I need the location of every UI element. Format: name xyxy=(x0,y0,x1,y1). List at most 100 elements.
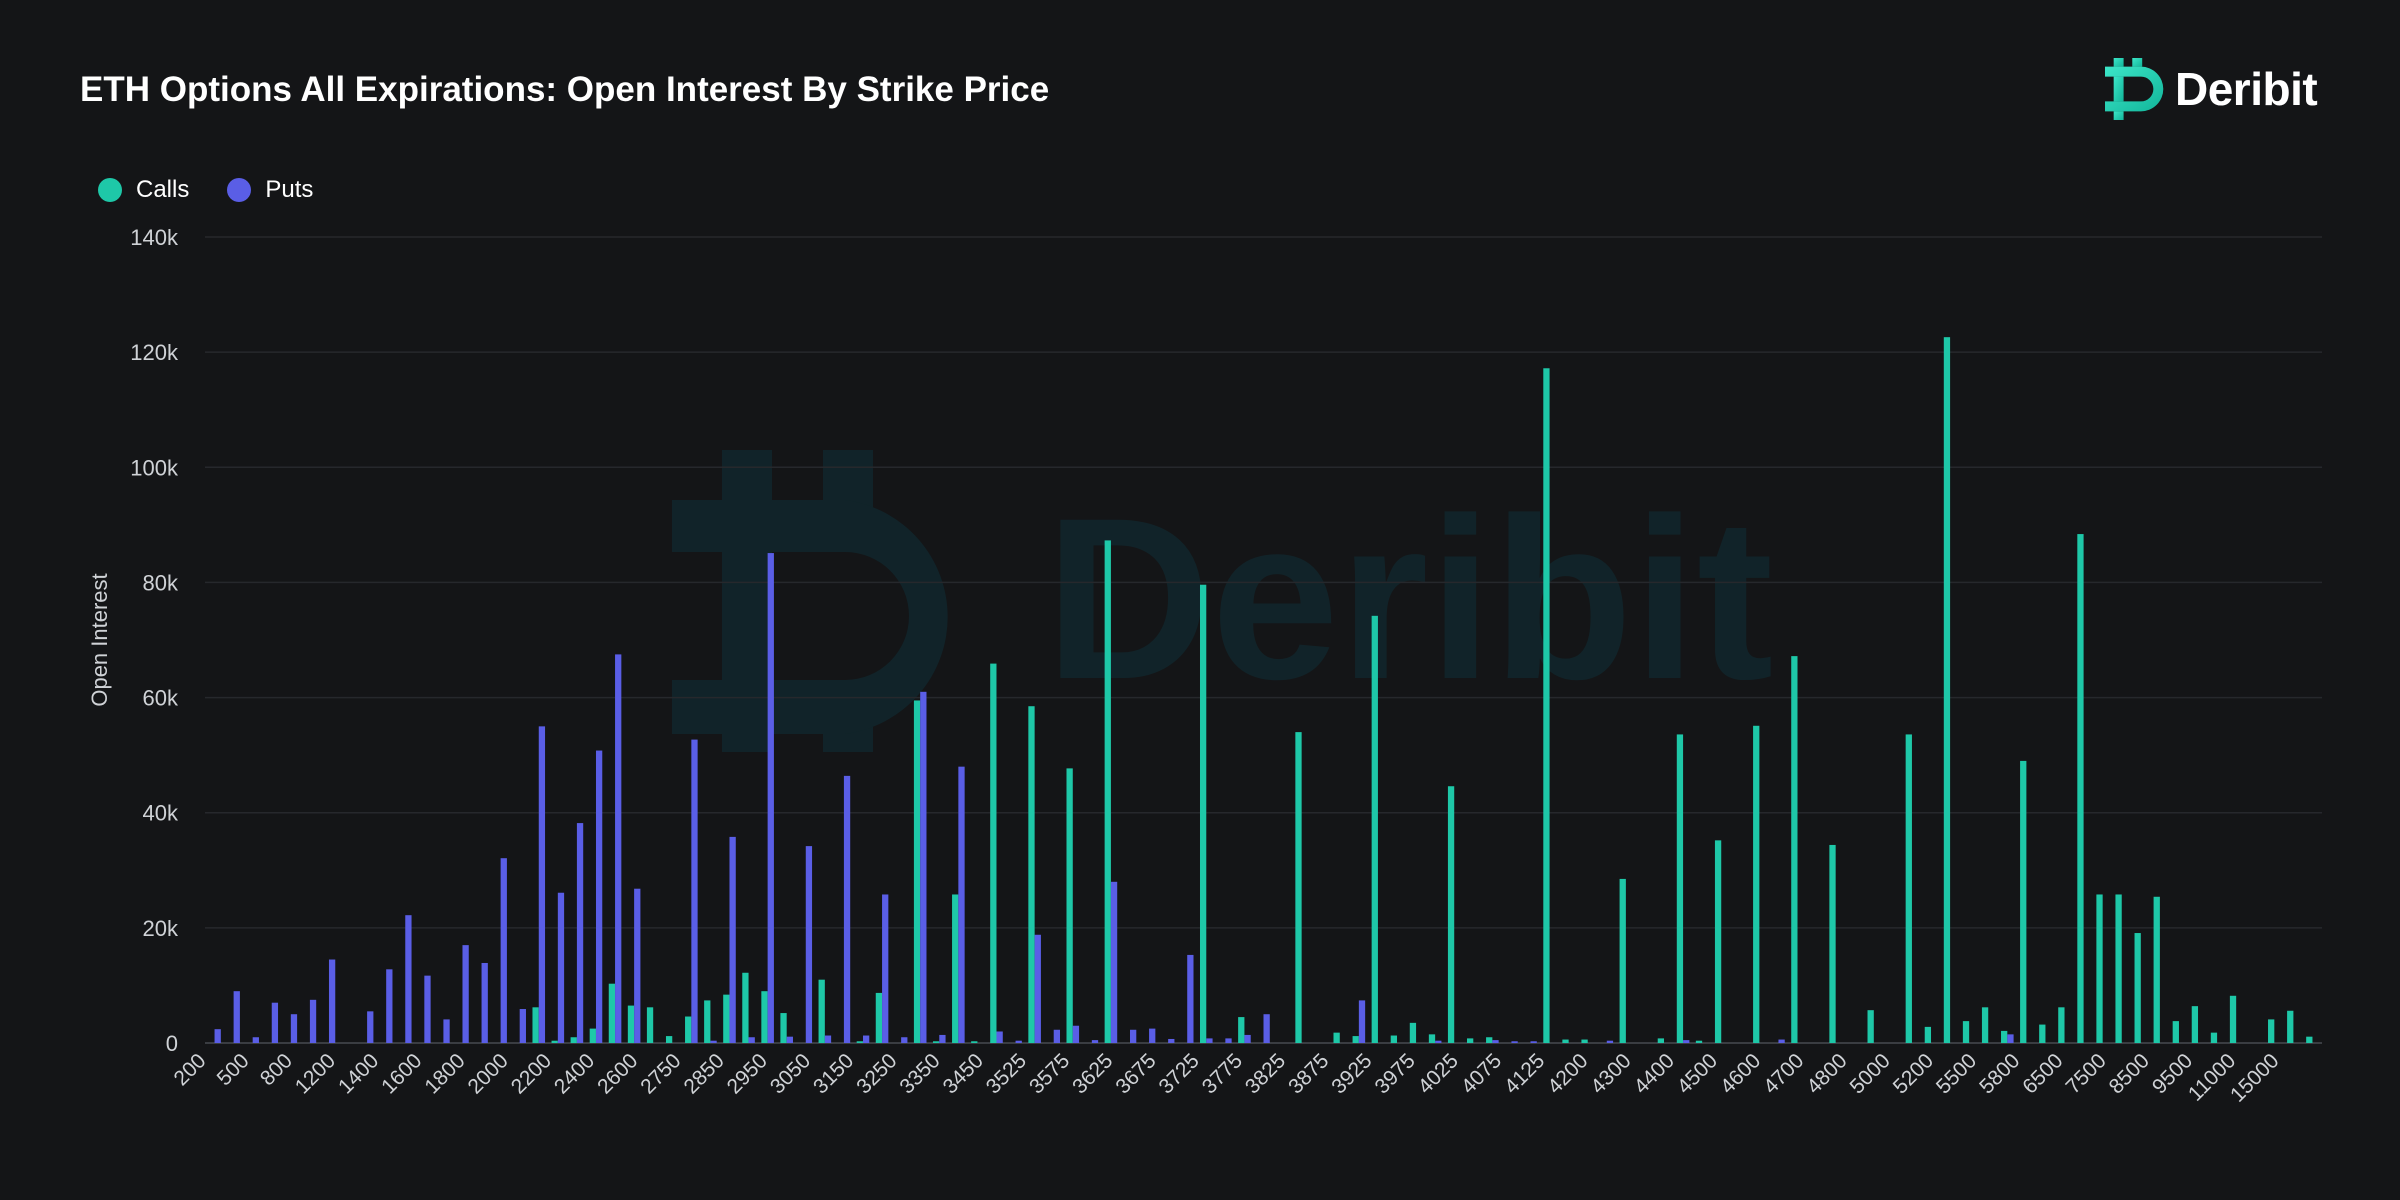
calls-bar[interactable] xyxy=(1714,840,1722,1043)
puts-bar[interactable] xyxy=(424,975,431,1043)
puts-bar[interactable] xyxy=(1168,1038,1175,1043)
puts-bar[interactable] xyxy=(920,691,927,1043)
calls-bar[interactable] xyxy=(1753,725,1760,1043)
calls-bar[interactable] xyxy=(1581,1039,1588,1043)
calls-bar[interactable] xyxy=(1924,1026,1932,1043)
puts-bar[interactable] xyxy=(557,892,565,1043)
calls-bar[interactable] xyxy=(627,1005,635,1043)
puts-bar[interactable] xyxy=(576,823,584,1043)
calls-bar[interactable] xyxy=(932,1041,940,1043)
calls-bar[interactable] xyxy=(1390,1035,1397,1043)
calls-bar[interactable] xyxy=(1409,1022,1417,1043)
legend-item-calls[interactable]: Calls xyxy=(98,176,189,204)
puts-bar[interactable] xyxy=(1015,1040,1022,1043)
calls-bar[interactable] xyxy=(2115,894,2122,1043)
puts-bar[interactable] xyxy=(290,1014,298,1043)
puts-bar[interactable] xyxy=(271,1002,279,1043)
calls-bar[interactable] xyxy=(1676,734,1684,1043)
puts-bar[interactable] xyxy=(939,1034,946,1043)
calls-bar[interactable] xyxy=(2096,894,2103,1043)
calls-bar[interactable] xyxy=(875,992,883,1043)
calls-bar[interactable] xyxy=(1447,786,1455,1043)
calls-bar[interactable] xyxy=(856,1041,863,1043)
calls-bar[interactable] xyxy=(1467,1038,1474,1043)
puts-bar[interactable] xyxy=(405,915,412,1043)
puts-bar[interactable] xyxy=(1606,1040,1614,1043)
calls-bar[interactable] xyxy=(1352,1036,1359,1043)
calls-bar[interactable] xyxy=(723,994,730,1043)
calls-bar[interactable] xyxy=(685,1016,692,1043)
puts-bar[interactable] xyxy=(710,1040,717,1043)
puts-bar[interactable] xyxy=(443,1019,450,1043)
puts-bar[interactable] xyxy=(1110,881,1118,1043)
puts-bar[interactable] xyxy=(252,1037,259,1043)
calls-bar[interactable] xyxy=(1791,656,1798,1043)
puts-bar[interactable] xyxy=(958,766,965,1043)
calls-bar[interactable] xyxy=(2287,1010,2294,1043)
puts-bar[interactable] xyxy=(843,775,851,1043)
puts-bar[interactable] xyxy=(882,894,889,1043)
puts-bar[interactable] xyxy=(1530,1041,1537,1043)
puts-bar[interactable] xyxy=(862,1035,870,1043)
puts-bar[interactable] xyxy=(1683,1040,1690,1043)
puts-bar[interactable] xyxy=(996,1031,1003,1043)
calls-bar[interactable] xyxy=(2210,1032,2218,1043)
puts-bar[interactable] xyxy=(1053,1029,1060,1043)
puts-bar[interactable] xyxy=(1072,1025,1080,1043)
calls-bar[interactable] xyxy=(2001,1030,2008,1043)
calls-bar[interactable] xyxy=(551,1040,558,1043)
calls-bar[interactable] xyxy=(1981,1007,1989,1043)
puts-bar[interactable] xyxy=(595,750,603,1043)
puts-bar[interactable] xyxy=(328,959,336,1043)
calls-bar[interactable] xyxy=(1238,1017,1245,1043)
calls-bar[interactable] xyxy=(1371,615,1378,1043)
puts-bar[interactable] xyxy=(1225,1038,1232,1043)
calls-bar[interactable] xyxy=(570,1037,577,1043)
calls-bar[interactable] xyxy=(2058,1007,2065,1043)
calls-bar[interactable] xyxy=(1333,1032,1340,1043)
calls-bar[interactable] xyxy=(913,700,921,1043)
puts-bar[interactable] xyxy=(691,739,698,1043)
calls-bar[interactable] xyxy=(1657,1038,1665,1043)
calls-bar[interactable] xyxy=(952,894,959,1043)
calls-bar[interactable] xyxy=(2134,933,2141,1043)
calls-bar[interactable] xyxy=(1829,844,1836,1043)
puts-bar[interactable] xyxy=(729,836,736,1043)
puts-bar[interactable] xyxy=(519,1009,526,1043)
puts-bar[interactable] xyxy=(462,945,469,1043)
calls-bar[interactable] xyxy=(2306,1036,2313,1043)
calls-bar[interactable] xyxy=(646,1007,654,1043)
puts-bar[interactable] xyxy=(1358,1000,1366,1043)
puts-bar[interactable] xyxy=(1149,1028,1156,1043)
puts-bar[interactable] xyxy=(1263,1014,1270,1043)
puts-bar[interactable] xyxy=(386,969,393,1043)
calls-bar[interactable] xyxy=(704,1000,711,1043)
calls-bar[interactable] xyxy=(2229,995,2237,1043)
calls-bar[interactable] xyxy=(1867,1010,1874,1043)
calls-bar[interactable] xyxy=(742,972,749,1043)
puts-bar[interactable] xyxy=(1435,1040,1442,1043)
calls-bar[interactable] xyxy=(818,979,825,1043)
calls-bar[interactable] xyxy=(761,991,768,1043)
puts-bar[interactable] xyxy=(309,999,317,1043)
puts-bar[interactable] xyxy=(214,1029,221,1043)
calls-bar[interactable] xyxy=(608,983,616,1043)
calls-bar[interactable] xyxy=(1943,337,1951,1043)
calls-bar[interactable] xyxy=(1695,1040,1703,1043)
puts-bar[interactable] xyxy=(2007,1034,2014,1043)
calls-bar[interactable] xyxy=(990,663,997,1043)
calls-bar[interactable] xyxy=(1962,1021,1970,1043)
calls-bar[interactable] xyxy=(1543,368,1550,1043)
puts-bar[interactable] xyxy=(824,1035,832,1043)
puts-bar[interactable] xyxy=(367,1011,374,1043)
puts-bar[interactable] xyxy=(634,888,641,1043)
puts-bar[interactable] xyxy=(1034,934,1041,1043)
calls-bar[interactable] xyxy=(1905,734,1912,1043)
calls-bar[interactable] xyxy=(2077,534,2084,1043)
puts-bar[interactable] xyxy=(615,654,622,1043)
puts-bar[interactable] xyxy=(233,991,240,1043)
calls-bar[interactable] xyxy=(1619,878,1626,1043)
puts-bar[interactable] xyxy=(786,1036,793,1043)
calls-bar[interactable] xyxy=(1199,584,1207,1043)
puts-bar[interactable] xyxy=(805,846,813,1043)
